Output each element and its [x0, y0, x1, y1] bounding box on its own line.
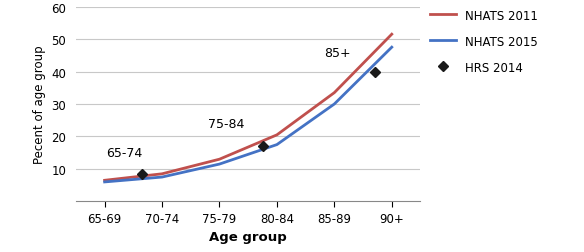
- Legend: NHATS 2011, NHATS 2015, HRS 2014: NHATS 2011, NHATS 2015, HRS 2014: [430, 10, 538, 74]
- X-axis label: Age group: Age group: [209, 231, 287, 243]
- Y-axis label: Pecent of age group: Pecent of age group: [33, 46, 46, 164]
- Text: 85+: 85+: [324, 46, 350, 59]
- Text: 75-84: 75-84: [208, 117, 244, 131]
- Text: 65-74: 65-74: [106, 147, 142, 160]
